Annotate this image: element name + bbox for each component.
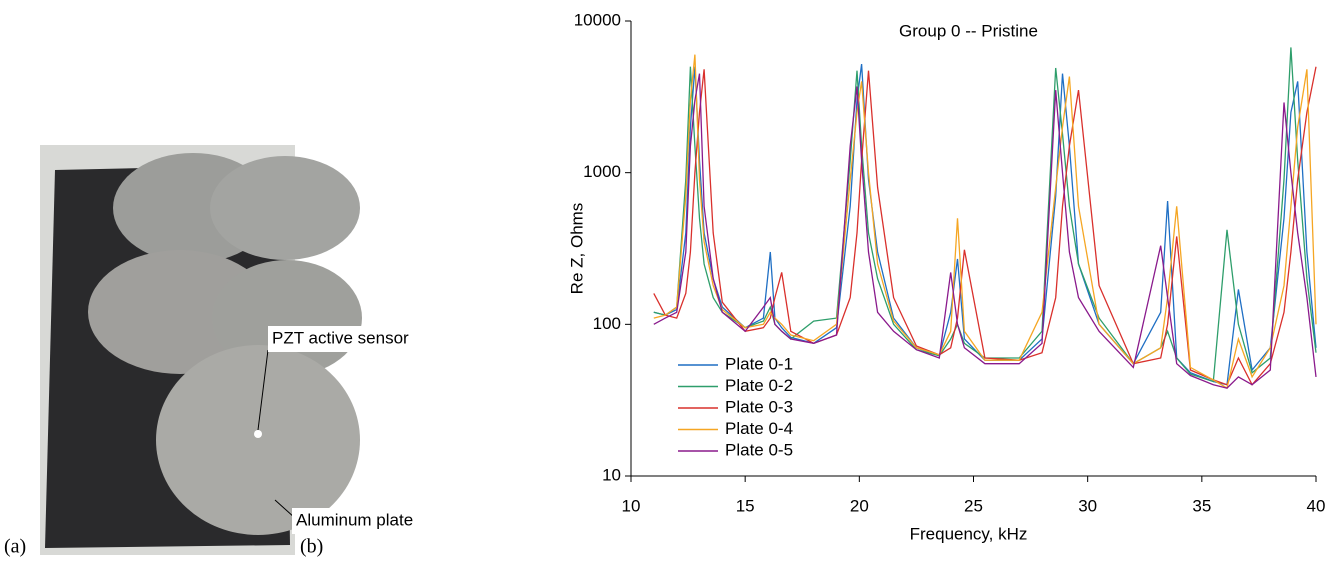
- y-tick-label: 10: [602, 465, 621, 484]
- y-axis-label: Re Z, Ohms: [567, 203, 586, 295]
- pointer: [274, 499, 296, 519]
- x-tick-label: 40: [1307, 496, 1326, 515]
- photo: PZT active sensor Aluminum plate: [40, 145, 486, 555]
- disc: [156, 345, 360, 535]
- series-line: [653, 64, 1317, 386]
- disc: [210, 156, 360, 260]
- y-tick-label: 10000: [574, 10, 621, 29]
- y-tick-label: 1000: [583, 162, 621, 181]
- x-tick-label: 25: [964, 496, 983, 515]
- x-tick-label: 10: [622, 496, 641, 515]
- x-tick-label: 15: [736, 496, 755, 515]
- annotation-box: [292, 508, 472, 534]
- panel-label: (b): [300, 536, 323, 558]
- series-line: [653, 73, 1317, 389]
- x-tick-label: 35: [1192, 496, 1211, 515]
- legend-label: Plate 0-4: [725, 419, 793, 438]
- y-tick-label: 100: [593, 314, 621, 333]
- legend-label: Plate 0-3: [725, 397, 793, 416]
- panel-label: (a): [4, 536, 26, 558]
- chart-title: Group 0 -- Pristine: [899, 21, 1038, 40]
- x-tick-label: 20: [850, 496, 869, 515]
- x-axis-label: Frequency, kHz: [910, 524, 1028, 543]
- annotation-box: [268, 326, 486, 352]
- legend-label: Plate 0-5: [725, 440, 793, 459]
- x-tick-label: 30: [1078, 496, 1097, 515]
- legend-label: Plate 0-1: [725, 354, 793, 373]
- series-line: [653, 66, 1317, 386]
- annotation: PZT active sensor: [272, 328, 409, 347]
- legend-label: Plate 0-2: [725, 376, 793, 395]
- sensor: [254, 430, 262, 438]
- series-line: [653, 47, 1317, 383]
- annotation: Aluminum plate: [296, 510, 413, 529]
- pointer: [257, 349, 269, 431]
